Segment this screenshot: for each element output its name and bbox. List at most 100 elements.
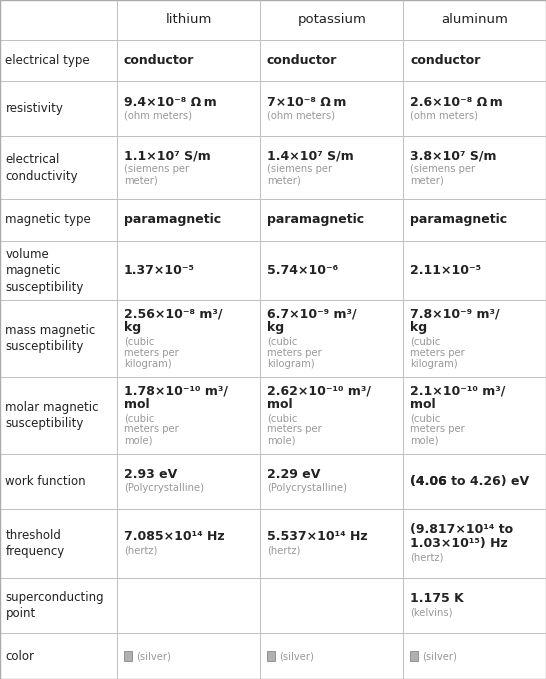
Text: (ohm meters): (ohm meters) <box>267 111 335 121</box>
Text: 7.085×10¹⁴ Hz: 7.085×10¹⁴ Hz <box>124 530 224 543</box>
Text: (hertz): (hertz) <box>267 545 300 555</box>
Text: (cubic: (cubic <box>124 413 155 423</box>
Bar <box>403 0 546 40</box>
Text: threshold
frequency: threshold frequency <box>5 529 65 558</box>
Bar <box>260 377 403 454</box>
Bar <box>403 300 546 377</box>
Text: 2.29 eV: 2.29 eV <box>267 469 321 481</box>
Text: meters per: meters per <box>267 348 322 358</box>
Bar <box>267 651 275 661</box>
Bar <box>403 81 546 136</box>
Text: 2.11×10⁻⁵: 2.11×10⁻⁵ <box>410 264 481 277</box>
Bar <box>260 300 403 377</box>
Text: (ohm meters): (ohm meters) <box>124 111 192 121</box>
Text: 2.62×10⁻¹⁰ m³/: 2.62×10⁻¹⁰ m³/ <box>267 384 371 397</box>
Bar <box>117 509 260 578</box>
Text: (Polycrystalline): (Polycrystalline) <box>124 483 204 493</box>
Bar <box>117 0 260 40</box>
Text: (silver): (silver) <box>279 651 314 661</box>
Text: mole): mole) <box>410 435 438 445</box>
Text: mole): mole) <box>267 435 295 445</box>
Text: mol: mol <box>124 398 150 411</box>
Text: mass magnetic
susceptibility: mass magnetic susceptibility <box>5 324 96 354</box>
Bar <box>260 40 403 81</box>
Text: volume
magnetic
susceptibility: volume magnetic susceptibility <box>5 248 84 293</box>
Bar <box>0 199 117 240</box>
Bar <box>0 81 117 136</box>
Text: 1.4×10⁷ S/m: 1.4×10⁷ S/m <box>267 149 354 162</box>
Text: (silver): (silver) <box>422 651 457 661</box>
Text: kilogram): kilogram) <box>410 359 458 369</box>
Bar <box>117 633 260 679</box>
Text: (cubic: (cubic <box>124 337 155 346</box>
Text: (siemens per: (siemens per <box>410 164 475 175</box>
Text: work function: work function <box>5 475 86 488</box>
Text: lithium: lithium <box>166 14 212 26</box>
Bar <box>117 240 260 300</box>
Text: mole): mole) <box>124 435 152 445</box>
Text: meter): meter) <box>410 175 444 185</box>
Text: (cubic: (cubic <box>410 413 441 423</box>
Text: conductor: conductor <box>267 54 337 67</box>
Text: 2.6×10⁻⁸ Ω m: 2.6×10⁻⁸ Ω m <box>410 96 503 109</box>
Text: 9.4×10⁻⁸ Ω m: 9.4×10⁻⁸ Ω m <box>124 96 217 109</box>
Bar <box>260 136 403 199</box>
Text: (9.817×10¹⁴ to: (9.817×10¹⁴ to <box>410 524 513 536</box>
Text: (Polycrystalline): (Polycrystalline) <box>267 483 347 493</box>
Bar <box>260 81 403 136</box>
Text: meters per: meters per <box>124 424 179 435</box>
Bar <box>403 578 546 633</box>
Text: 2.93 eV: 2.93 eV <box>124 469 177 481</box>
Text: superconducting
point: superconducting point <box>5 591 104 620</box>
Bar <box>403 454 546 509</box>
Text: paramagnetic: paramagnetic <box>267 213 364 227</box>
Bar <box>260 633 403 679</box>
Bar <box>403 633 546 679</box>
Text: conductor: conductor <box>124 54 194 67</box>
Bar <box>0 578 117 633</box>
Text: 7×10⁻⁸ Ω m: 7×10⁻⁸ Ω m <box>267 96 346 109</box>
Bar <box>117 136 260 199</box>
Bar <box>260 454 403 509</box>
Text: resistivity: resistivity <box>5 103 63 115</box>
Text: 5.537×10¹⁴ Hz: 5.537×10¹⁴ Hz <box>267 530 367 543</box>
Bar <box>117 454 260 509</box>
Text: (cubic: (cubic <box>267 337 298 346</box>
Text: paramagnetic: paramagnetic <box>410 213 507 227</box>
Bar <box>0 40 117 81</box>
Text: kg: kg <box>410 321 427 335</box>
Text: molar magnetic
susceptibility: molar magnetic susceptibility <box>5 401 99 430</box>
Bar <box>117 40 260 81</box>
Bar <box>0 454 117 509</box>
Text: conductor: conductor <box>410 54 480 67</box>
Text: kilogram): kilogram) <box>124 359 171 369</box>
Bar <box>0 136 117 199</box>
Text: 1.78×10⁻¹⁰ m³/: 1.78×10⁻¹⁰ m³/ <box>124 384 228 397</box>
Text: (4.06 to 4.26) eV: (4.06 to 4.26) eV <box>410 475 529 488</box>
Text: (cubic: (cubic <box>410 337 441 346</box>
Bar <box>117 578 260 633</box>
Text: magnetic type: magnetic type <box>5 213 91 227</box>
Text: meter): meter) <box>267 175 301 185</box>
Text: (siemens per: (siemens per <box>124 164 189 175</box>
Bar <box>260 199 403 240</box>
Text: meters per: meters per <box>124 348 179 358</box>
Text: color: color <box>5 650 34 663</box>
Text: (cubic: (cubic <box>267 413 298 423</box>
Bar <box>403 136 546 199</box>
Text: mol: mol <box>410 398 436 411</box>
Text: kg: kg <box>124 321 141 335</box>
Bar <box>260 509 403 578</box>
Text: meters per: meters per <box>267 424 322 435</box>
Text: 2.56×10⁻⁸ m³/: 2.56×10⁻⁸ m³/ <box>124 308 222 320</box>
Text: 6.7×10⁻⁹ m³/: 6.7×10⁻⁹ m³/ <box>267 308 357 320</box>
Text: 5.74×10⁻⁶: 5.74×10⁻⁶ <box>267 264 338 277</box>
Bar <box>403 377 546 454</box>
Text: 1.1×10⁷ S/m: 1.1×10⁷ S/m <box>124 149 211 162</box>
Bar <box>260 578 403 633</box>
Bar <box>117 377 260 454</box>
Text: (siemens per: (siemens per <box>267 164 332 175</box>
Text: aluminum: aluminum <box>441 14 508 26</box>
Text: (4.06: (4.06 <box>410 475 451 488</box>
Bar <box>0 300 117 377</box>
